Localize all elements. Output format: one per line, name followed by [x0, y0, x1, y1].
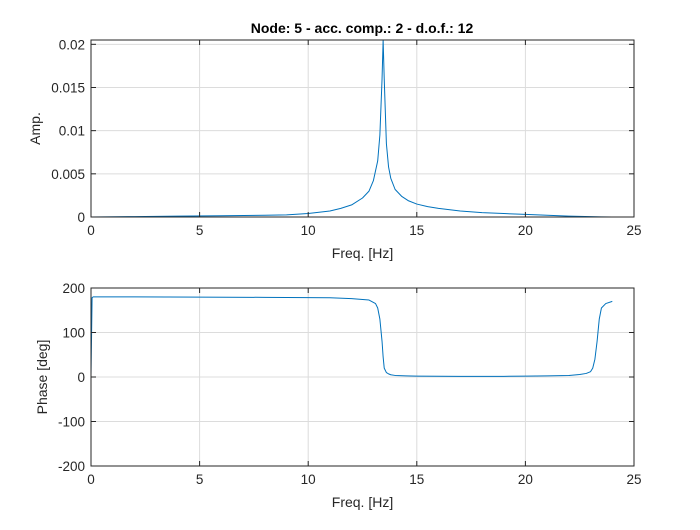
x-tick-label: 0	[87, 472, 95, 487]
y-axis-label: Amp.	[27, 112, 43, 145]
x-axis-label: Freq. [Hz]	[332, 494, 393, 510]
x-tick-label: 20	[518, 223, 533, 238]
y-tick-label: 0.02	[59, 37, 85, 52]
x-tick-label: 15	[409, 472, 424, 487]
x-axis-label: Freq. [Hz]	[332, 245, 393, 261]
x-tick-label: 15	[409, 223, 424, 238]
y-tick-label: 0.01	[59, 124, 85, 139]
x-tick-label: 25	[626, 472, 641, 487]
y-axis-label: Phase [deg]	[34, 340, 50, 415]
x-tick-label: 0	[87, 223, 95, 238]
y-tick-label: 200	[62, 281, 85, 296]
x-tick-label: 5	[196, 472, 204, 487]
x-tick-label: 20	[518, 472, 533, 487]
x-tick-label: 10	[301, 223, 316, 238]
y-tick-label: -100	[58, 415, 85, 430]
y-tick-label: 0	[77, 210, 85, 225]
y-tick-label: -200	[58, 459, 85, 474]
axes-box	[90, 39, 635, 218]
y-tick-label: 0	[77, 370, 85, 385]
y-tick-label: 0.005	[51, 167, 85, 182]
y-tick-label: 100	[62, 326, 85, 341]
phase-plot: 0 5 10 15 20 25 -200 -100 0 100 200 Freq. [Hz] Phase…	[34, 281, 642, 510]
y-tick-label: 0.015	[51, 80, 85, 95]
x-tick-label: 25	[626, 223, 641, 238]
plot-area	[91, 40, 634, 217]
chart-title: Node: 5 - acc. comp.: 2 - d.o.f.: 12	[251, 20, 474, 36]
amplitude-plot: 0 5 10 15 20 25 0 0.005 0.01 0.015 0.02 Freq. [Hz] A…	[27, 37, 642, 261]
series-line-0	[90, 296, 613, 377]
x-tick-label: 10	[301, 472, 316, 487]
series-line-0	[90, 39, 613, 218]
x-tick-label: 5	[196, 223, 204, 238]
